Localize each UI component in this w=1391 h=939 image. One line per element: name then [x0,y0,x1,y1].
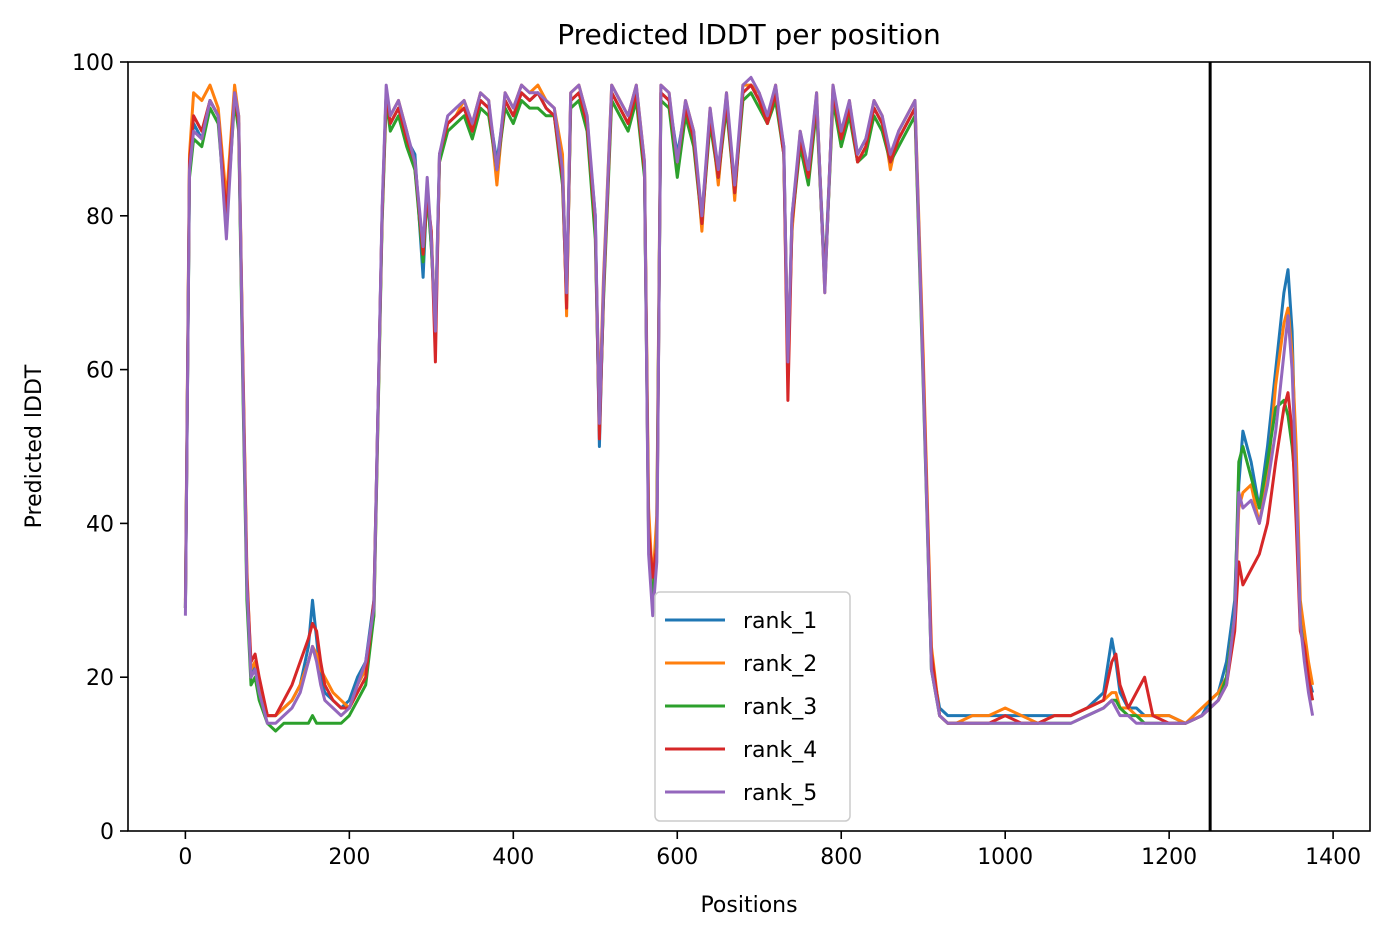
y-tick-label: 40 [86,512,114,537]
plot-frame [127,61,1371,832]
y-tick-label: 60 [86,359,114,384]
plot-area [183,62,1315,831]
y-axis-label: Predicted lDDT [22,364,47,528]
legend-label-rank_2: rank_2 [743,652,817,677]
y-tick-label: 0 [100,820,114,845]
x-tick-label: 1200 [1141,845,1197,870]
x-tick-label: 1400 [1305,845,1361,870]
x-tick-label: 200 [328,845,370,870]
chart-title: Predicted lDDT per position [557,18,941,51]
legend-box [654,591,851,822]
legend-label-rank_4: rank_4 [743,738,817,763]
legend-label-rank_1: rank_1 [743,609,817,634]
legend-label-rank_5: rank_5 [743,781,817,806]
x-tick-label: 600 [656,845,698,870]
y-tick-label: 100 [72,51,114,76]
x-tick-label: 0 [178,845,192,870]
y-tick-label: 80 [86,205,114,230]
legend: rank_1 rank_2 rank_3 rank_4 rank_5 [654,591,851,822]
x-tick-label: 1000 [977,845,1033,870]
x-axis-label: Positions [700,893,797,918]
x-tick-label: 800 [820,845,862,870]
legend-label-rank_3: rank_3 [743,695,817,720]
y-tick-label: 20 [86,666,114,691]
x-tick-label: 400 [492,845,534,870]
series-line-rank_5 [183,75,1315,725]
axes: 0 200 400 600 800 1000 1200 1400 0 20 40 60 80 100 [72,51,1371,870]
